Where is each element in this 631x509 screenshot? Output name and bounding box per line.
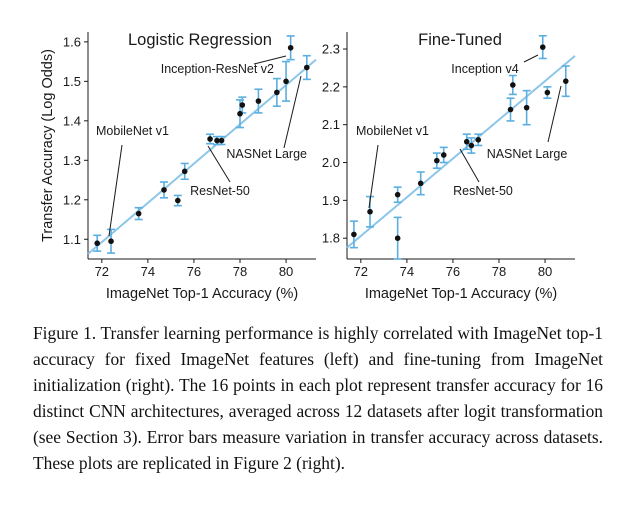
x-tick-label: 80 — [538, 264, 552, 279]
data-point — [274, 89, 280, 96]
chart-title: Logistic Regression — [128, 31, 272, 49]
x-tick-label: 72 — [95, 264, 109, 279]
data-point — [475, 137, 482, 143]
data-point — [255, 98, 262, 104]
data-point — [562, 78, 569, 84]
data-point — [463, 138, 470, 145]
annotation-label: Inception-ResNet v2 — [161, 62, 274, 76]
data-point — [434, 157, 440, 164]
annotation-leader — [368, 144, 379, 209]
y-tick-label: 1.4 — [63, 113, 81, 128]
x-tick-label: 74 — [400, 264, 414, 279]
data-point — [539, 44, 546, 50]
annotation-leader — [523, 54, 539, 63]
data-point — [523, 104, 530, 111]
x-tick-label: 78 — [492, 264, 506, 279]
x-axis-label: ImageNet Top-1 Accuracy (%) — [106, 286, 298, 302]
annotation-label: MobileNet v1 — [356, 124, 429, 138]
x-axis-label: ImageNet Top-1 Accuracy (%) — [365, 286, 557, 302]
data-point — [544, 89, 551, 96]
data-point — [367, 208, 373, 215]
data-point — [283, 78, 289, 85]
y-tick-label: 1.2 — [63, 192, 81, 207]
chart-panel-2: 72 74 76 78 80 1.8 1.9 2.0 2.1 2.2 2.3 ImageNet Top… — [322, 31, 576, 302]
y-tick-label: 2.0 — [322, 155, 340, 170]
data-point — [239, 102, 246, 108]
data-point — [108, 238, 114, 245]
annotation-leader — [283, 75, 302, 149]
x-tick-label: 80 — [279, 264, 293, 279]
data-point — [394, 235, 401, 241]
x-tick-label: 76 — [446, 264, 460, 279]
x-tick-label: 78 — [233, 264, 247, 279]
annotation-label: ResNet-50 — [190, 184, 250, 198]
data-point — [507, 106, 514, 113]
data-point — [394, 191, 401, 198]
y-tick-label: 2.1 — [322, 117, 340, 132]
y-axis-label: Transfer Accuracy (Log Odds) — [40, 49, 56, 242]
annotation-leader — [459, 148, 480, 183]
annotation-label: ResNet-50 — [453, 184, 513, 198]
annotation-leader — [547, 85, 562, 143]
x-tick-label: 74 — [141, 264, 155, 279]
y-tick-label: 1.3 — [63, 153, 81, 168]
chart-title: Fine-Tuned — [418, 31, 502, 49]
x-tick-label: 76 — [187, 264, 201, 279]
annotation-label: NASNet Large — [487, 147, 568, 161]
annotation-leader — [253, 55, 287, 65]
y-tick-label: 1.1 — [63, 232, 81, 247]
data-point — [237, 110, 243, 117]
data-point — [287, 44, 294, 51]
fit-line — [346, 55, 576, 249]
y-tick-label: 1.9 — [322, 193, 340, 208]
chart-panel-1: 72 74 76 78 80 1.1 1.2 1.3 1.4 1.5 1.6 ImageNet Top… — [40, 31, 317, 302]
figure: 72 74 76 78 80 1.1 1.2 1.3 1.4 1.5 1.6 ImageNet Top… — [40, 31, 576, 302]
data-point — [135, 210, 142, 217]
figure-caption: Figure 1. Transfer learning performance … — [33, 320, 603, 476]
data-point — [207, 136, 213, 142]
data-point — [440, 152, 447, 158]
data-point — [94, 240, 101, 247]
x-tick-label: 72 — [354, 264, 368, 279]
y-tick-label: 1.6 — [63, 34, 81, 49]
data-point — [417, 180, 424, 187]
caption-text: Figure 1. Transfer learning performance … — [33, 323, 603, 473]
figure-charts: 72 74 76 78 80 1.1 1.2 1.3 1.4 1.5 1.6 ImageNet Top… — [40, 31, 576, 302]
data-point — [303, 64, 310, 71]
annotation-label: NASNet Large — [226, 147, 307, 161]
y-tick-label: 2.3 — [322, 42, 340, 57]
annotation-leader — [108, 144, 123, 237]
data-point — [351, 231, 357, 238]
data-point — [161, 187, 167, 193]
data-point — [468, 142, 475, 149]
annotation-label: Inception v4 — [451, 62, 518, 76]
data-point — [175, 197, 181, 204]
data-point — [214, 137, 220, 144]
data-point — [181, 168, 188, 175]
annotation-leader — [207, 145, 231, 183]
y-tick-label: 2.2 — [322, 79, 340, 94]
data-point — [510, 82, 516, 88]
y-tick-label: 1.5 — [63, 74, 81, 89]
annotation-label: MobileNet v1 — [96, 124, 169, 138]
y-tick-label: 1.8 — [322, 231, 340, 246]
data-point — [218, 137, 225, 144]
